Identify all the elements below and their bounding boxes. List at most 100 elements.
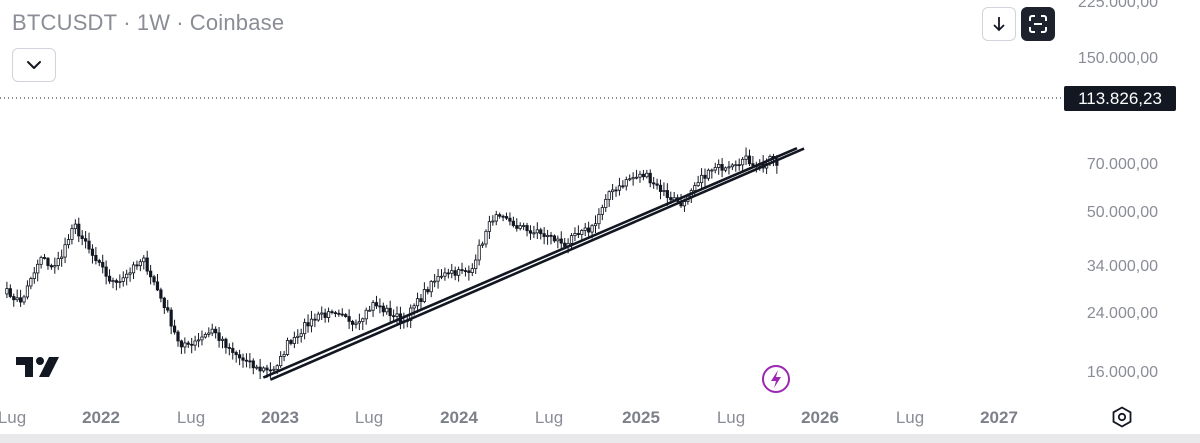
candle-up: [111, 280, 115, 283]
candle-down: [265, 367, 269, 371]
candle-up: [532, 232, 536, 235]
candle-down: [251, 360, 255, 369]
candle-up: [73, 223, 77, 230]
candle-up: [368, 309, 372, 312]
candle-up: [494, 214, 498, 222]
fullscreen-button[interactable]: [1021, 7, 1055, 41]
candle-up: [121, 277, 125, 282]
candle-up: [439, 275, 444, 278]
candle-down: [114, 280, 119, 283]
candle-up: [395, 313, 399, 317]
candle-up: [457, 269, 461, 276]
time-axis-label: Lug: [534, 408, 564, 427]
candle-down: [549, 234, 553, 237]
candle-down: [498, 214, 502, 217]
candle-down: [101, 261, 105, 268]
settings-gear-icon[interactable]: [1111, 406, 1133, 433]
candle-up: [210, 328, 214, 334]
candle-down: [453, 270, 457, 276]
candle-down: [94, 254, 98, 261]
title-separator: ·: [123, 10, 131, 35]
support-trendline[interactable]: [262, 146, 798, 379]
candle-down: [563, 242, 567, 247]
candle-down: [515, 225, 519, 229]
candle-down: [350, 321, 355, 325]
candle-up: [303, 322, 307, 335]
candle-up: [662, 190, 666, 192]
candle-up: [682, 201, 687, 207]
candle-up: [320, 312, 324, 315]
collapse-legend-button[interactable]: [12, 48, 56, 82]
candle-down: [511, 220, 515, 226]
candle-up: [275, 365, 279, 370]
candle-up: [309, 318, 314, 327]
candle-up: [25, 285, 30, 298]
candle-down: [214, 328, 218, 334]
download-button[interactable]: [982, 7, 1016, 41]
time-axis-label: Lug: [716, 408, 746, 427]
candle-down: [344, 314, 348, 317]
candle-up: [607, 191, 611, 200]
candle-down: [658, 184, 663, 192]
candle-down: [12, 296, 16, 301]
last-price-tag: 113.826,23: [1064, 86, 1176, 111]
candle-down: [238, 354, 242, 359]
candle-up: [713, 167, 717, 171]
candle-down: [391, 315, 396, 318]
candle-up: [583, 227, 587, 231]
candle-up: [66, 239, 71, 246]
candle-up: [131, 264, 136, 274]
lightning-bolt-icon[interactable]: [761, 364, 791, 399]
candle-up: [29, 278, 33, 287]
candle-down: [313, 318, 317, 321]
candle-up: [710, 169, 714, 172]
candle-down: [145, 257, 149, 272]
candle-up: [326, 311, 331, 318]
candle-up: [741, 158, 745, 166]
candle-up: [436, 276, 440, 282]
candle-up: [617, 185, 622, 191]
candle-up: [730, 164, 734, 168]
candle-down: [104, 266, 108, 277]
candle-down: [190, 343, 194, 346]
candle-down: [231, 347, 235, 353]
candle-up: [207, 332, 211, 335]
candle-up: [484, 230, 488, 245]
candle-down: [227, 347, 231, 349]
candle-down: [446, 272, 450, 275]
candle-up: [631, 177, 635, 180]
candle-up: [610, 189, 615, 193]
candle-up: [624, 179, 628, 187]
title-separator: ·: [176, 10, 184, 35]
symbol-title[interactable]: BTCUSDT · 1W · Coinbase: [12, 10, 284, 36]
candle-up: [491, 220, 495, 223]
candle-down: [97, 260, 101, 263]
symbol-name: BTCUSDT: [12, 10, 118, 35]
candle-up: [477, 244, 481, 261]
time-axis-label: Lug: [895, 408, 925, 427]
candle-down: [87, 240, 91, 250]
candle-up: [282, 354, 286, 357]
candle-up: [36, 263, 40, 274]
candle-up: [357, 321, 361, 324]
price-axis-tick: 70.000,00: [1086, 156, 1158, 173]
candle-up: [412, 305, 416, 309]
candle-down: [135, 264, 139, 267]
candle-up: [5, 288, 9, 295]
candle-down: [528, 230, 533, 234]
candle-up: [279, 356, 283, 367]
support-trendline[interactable]: [269, 147, 805, 381]
candle-down: [576, 233, 580, 235]
candle-up: [433, 280, 437, 283]
candle-down: [248, 360, 252, 363]
price-axis-tick: 225.000,00: [1077, 0, 1158, 11]
candle-down: [655, 183, 659, 186]
exchange-label: Coinbase: [189, 10, 285, 35]
candle-down: [179, 340, 184, 348]
tradingview-logo-icon[interactable]: [16, 355, 60, 384]
candle-up: [316, 313, 320, 321]
candle-down: [107, 275, 112, 282]
price-axis-tick: 34.000,00: [1086, 258, 1158, 275]
bottom-strip: [0, 434, 1200, 443]
